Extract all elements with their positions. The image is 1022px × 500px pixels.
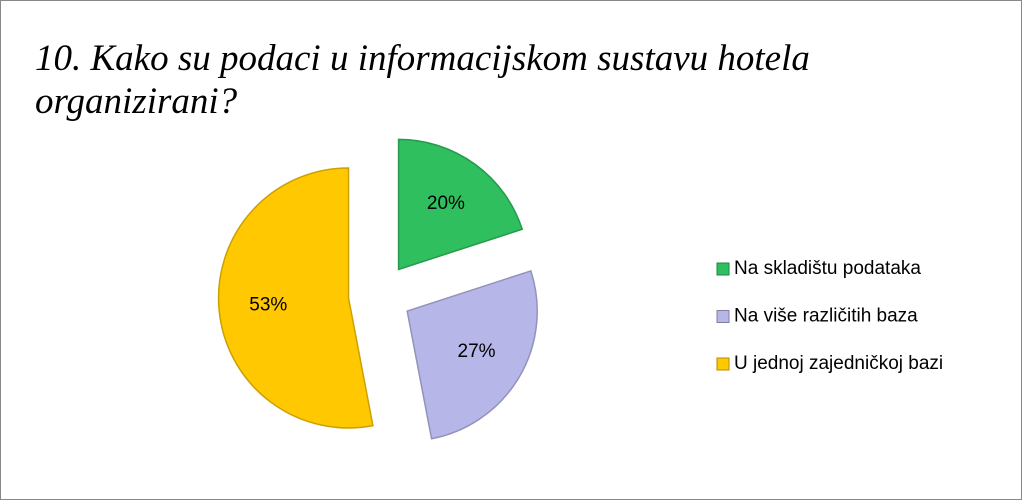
pie-slice bbox=[217, 167, 374, 429]
value-label: 27% bbox=[458, 341, 496, 362]
chart-title: 10. Kako su podaci u informacijskom sust… bbox=[35, 38, 810, 122]
value-label: 20% bbox=[427, 193, 465, 214]
pie-slice bbox=[406, 269, 538, 440]
legend-swatch bbox=[716, 262, 730, 276]
pie-slice bbox=[397, 138, 524, 271]
legend-label: U jednoj zajedničkoj bazi bbox=[734, 353, 943, 374]
value-label: 53% bbox=[249, 295, 287, 316]
legend-label: Na više različitih baza bbox=[734, 306, 918, 327]
legend-swatch bbox=[716, 357, 730, 371]
legend-swatch bbox=[716, 310, 730, 323]
legend-label: Na skladištu podataka bbox=[734, 258, 921, 279]
